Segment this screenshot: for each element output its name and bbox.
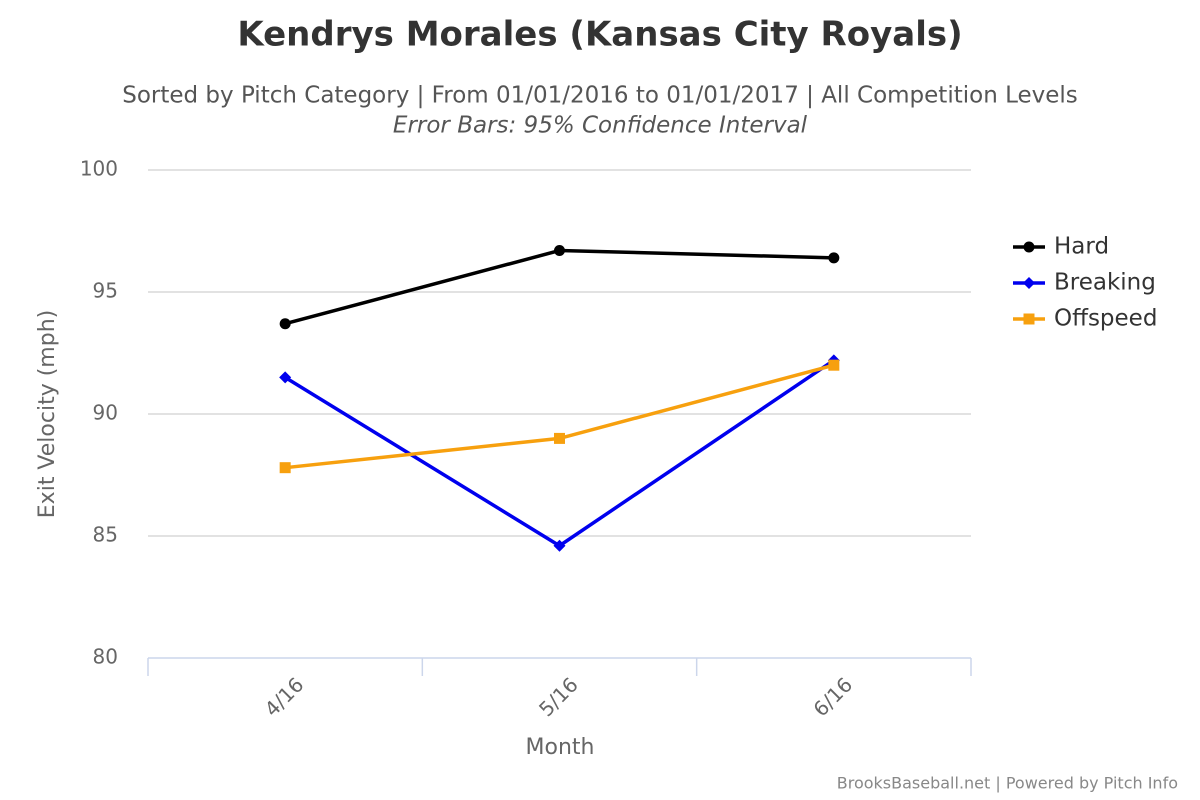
y-tick-label: 85 bbox=[93, 523, 118, 547]
y-tick-label: 100 bbox=[80, 157, 118, 181]
x-axis-label: Month bbox=[526, 735, 595, 760]
data-point bbox=[554, 432, 565, 444]
data-point bbox=[279, 371, 292, 384]
legend-marker bbox=[1023, 313, 1035, 325]
credits[interactable]: BrooksBaseball.net | Powered by Pitch In… bbox=[837, 774, 1178, 793]
legend-label: Offspeed bbox=[1054, 306, 1157, 332]
legend-label: Breaking bbox=[1054, 270, 1156, 296]
chart-subtitle: Sorted by Pitch Category | From 01/01/20… bbox=[122, 83, 1078, 109]
legend-label: Hard bbox=[1054, 234, 1109, 260]
legend-marker bbox=[1023, 277, 1035, 289]
data-point bbox=[279, 462, 291, 474]
chart-note: Error Bars: 95% Confidence Interval bbox=[393, 113, 808, 139]
chart-title: Kendrys Morales (Kansas City Royals) bbox=[237, 15, 962, 55]
y-tick-label: 95 bbox=[93, 279, 118, 303]
y-axis-label: Exit Velocity (mph) bbox=[35, 310, 60, 518]
series-line bbox=[284, 248, 834, 326]
data-point bbox=[828, 359, 840, 371]
x-tick-label: 6/16 bbox=[808, 673, 857, 722]
data-point bbox=[828, 252, 840, 264]
data-point bbox=[553, 539, 566, 552]
legend-marker bbox=[1023, 241, 1035, 253]
y-tick-label: 80 bbox=[93, 645, 118, 669]
x-tick-label: 4/16 bbox=[260, 673, 309, 722]
y-tick-label: 90 bbox=[93, 401, 118, 425]
data-point bbox=[554, 245, 565, 257]
x-tick-label: 5/16 bbox=[534, 673, 583, 722]
data-point bbox=[279, 318, 291, 330]
